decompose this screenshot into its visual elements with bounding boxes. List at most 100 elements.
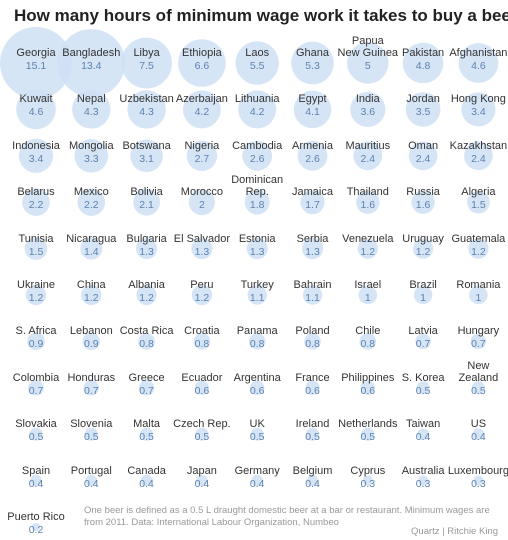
value-label: 0.8 <box>305 338 320 351</box>
country-label: Colombia <box>12 371 60 384</box>
bubble <box>246 238 268 260</box>
value-label: 4.1 <box>305 106 320 119</box>
value-label: 0.3 <box>415 477 431 490</box>
bubble <box>302 285 323 305</box>
country-label: Georgia <box>16 47 56 59</box>
country-label: Ukraine <box>17 279 55 291</box>
value-label: 0.4 <box>471 431 486 444</box>
bubble <box>57 29 126 97</box>
value-label: 1.2 <box>139 292 154 304</box>
value-label: 0.5 <box>305 431 320 444</box>
bubble <box>18 138 54 173</box>
country-label: Turkey <box>240 279 274 291</box>
value-label: 0.5 <box>471 384 486 397</box>
value-label: 2.2 <box>83 199 99 212</box>
value-label: 0.4 <box>194 477 210 490</box>
bubble <box>408 141 438 171</box>
bubble <box>301 238 324 260</box>
bubble <box>471 381 485 395</box>
value-label: 0.5 <box>415 384 431 397</box>
bubble <box>182 90 221 129</box>
value-label: 4.8 <box>415 60 431 72</box>
value-label: 1.2 <box>194 292 210 304</box>
country-label: Uzbekistan <box>119 93 174 106</box>
country-label: Belgium <box>292 464 333 477</box>
value-label: 13.4 <box>81 60 102 72</box>
country-label: Nigeria <box>184 139 220 152</box>
bubble <box>136 238 158 260</box>
bubble <box>121 37 172 89</box>
value-label: 0.5 <box>360 431 376 444</box>
country-label: Armenia <box>292 139 333 152</box>
value-label: 0.9 <box>83 338 99 351</box>
value-label: 0.4 <box>83 477 99 490</box>
bubble <box>138 380 155 396</box>
bubble <box>130 139 163 173</box>
value-label: 4.6 <box>471 60 486 72</box>
bubble <box>473 475 484 486</box>
country-label: Indonesia <box>12 139 60 152</box>
value-label: 0.6 <box>194 384 210 397</box>
value-label: 0.7 <box>28 384 44 397</box>
bubble <box>361 427 375 441</box>
chart-title: How many hours of minimum wage work it t… <box>14 6 508 25</box>
bubble <box>127 90 166 129</box>
value-label: 1.2 <box>360 245 376 258</box>
bubble <box>27 332 45 351</box>
country-label: Slovenia <box>70 418 113 431</box>
country-label: Azerbaijan <box>175 93 228 106</box>
value-label: 5.3 <box>305 60 320 72</box>
bubble <box>85 474 98 487</box>
country-label: Honduras <box>67 371 116 384</box>
value-label: 1.3 <box>194 245 210 258</box>
country-label: Egypt <box>298 93 327 106</box>
country-label: Philippines <box>341 371 395 384</box>
value-label: 1 <box>475 292 482 304</box>
country-label: Costa Rica <box>119 325 174 338</box>
country-label: Tunisia <box>18 232 54 245</box>
value-label: 0.7 <box>139 384 154 397</box>
country-label: Slovakia <box>15 418 57 431</box>
bubble <box>357 238 378 259</box>
bubble <box>81 284 102 306</box>
bubble <box>194 380 210 395</box>
bubble <box>195 427 209 441</box>
value-label: 1.5 <box>28 245 44 258</box>
value-label: 7.5 <box>139 60 154 72</box>
bubble <box>244 189 270 215</box>
bubble <box>362 475 373 486</box>
value-label: 0.9 <box>28 338 44 351</box>
bubble <box>291 41 334 85</box>
country-label: Croatia <box>184 325 220 338</box>
country-label: Bolivia <box>130 186 163 199</box>
country-label: Russia <box>406 186 440 199</box>
country-label: Oman <box>408 139 439 152</box>
bubble <box>74 138 109 173</box>
bubble <box>416 381 430 395</box>
bubble <box>359 333 377 350</box>
value-label: 15.1 <box>25 60 47 72</box>
bubble <box>293 90 332 129</box>
bubble <box>16 89 56 130</box>
country-label: Jamaica <box>292 186 333 199</box>
bubble <box>140 474 153 487</box>
value-label: 0.7 <box>471 338 486 351</box>
bubble <box>83 380 100 396</box>
country-label: Japan <box>186 464 217 477</box>
value-label: 0.4 <box>249 477 265 490</box>
bubble <box>196 474 208 487</box>
value-label: 0.5 <box>194 431 210 444</box>
bubble <box>305 380 320 395</box>
bubble <box>247 285 267 305</box>
value-label: 3.5 <box>415 106 431 119</box>
value-label: 0.7 <box>83 384 99 397</box>
country-label: Ghana <box>295 47 330 59</box>
value-label: 3.6 <box>360 106 376 119</box>
bubble <box>469 285 488 305</box>
bubble <box>470 333 487 350</box>
value-label: 0.5 <box>83 431 99 444</box>
country-label: Albania <box>128 279 165 291</box>
value-label: 1.3 <box>305 245 320 258</box>
country-label: Czech Rep. <box>173 418 231 431</box>
